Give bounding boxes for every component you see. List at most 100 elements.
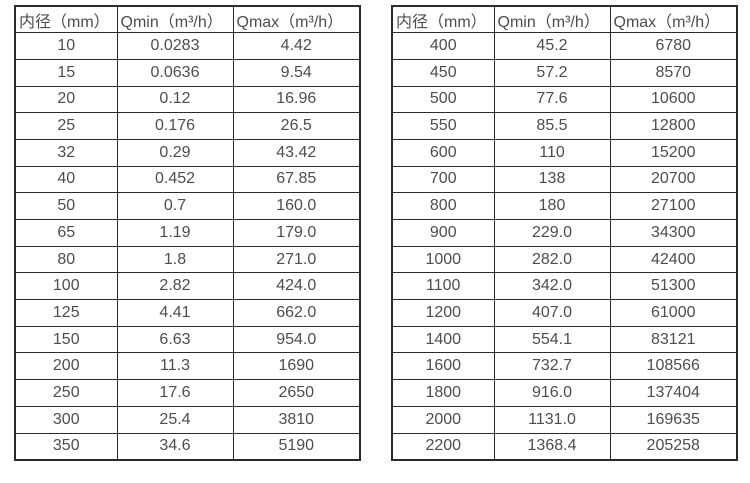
table-cell: 800 — [391, 192, 495, 220]
table-cell: 250 — [14, 379, 118, 407]
table-row: 350 34.6 5190 — [14, 432, 361, 461]
table-cell: 1.19 — [116, 219, 234, 247]
table-cell: 169635 — [609, 405, 738, 434]
table-cell: 65 — [14, 219, 118, 247]
table-cell: 8570 — [609, 58, 738, 87]
table-cell: 57.2 — [493, 58, 611, 87]
table-cell: 2000 — [391, 405, 495, 434]
table-cell: 110 — [493, 138, 611, 167]
table-row: 15 0.0636 9.54 — [14, 58, 361, 87]
table-cell: 1.8 — [116, 245, 234, 274]
table-cell: 6780 — [609, 32, 738, 60]
table-row: 800 180 27100 — [391, 192, 738, 220]
table-cell: 0.176 — [116, 112, 234, 140]
table-cell: 125 — [14, 299, 118, 327]
table-cell: 26.5 — [232, 112, 361, 140]
table-row: 400 45.2 6780 — [391, 32, 738, 60]
table-cell: 32 — [14, 138, 118, 167]
table-cell: 50 — [14, 192, 118, 220]
table-cell: 229.0 — [493, 219, 611, 247]
table-cell: 34300 — [609, 219, 738, 247]
table-cell: 271.0 — [232, 245, 361, 274]
header-qmax: Qmax（m³/h） — [609, 5, 738, 34]
flow-rate-table-left: 内径（mm） Qmin（m³/h） Qmax（m³/h） 10 0.0283 4.4… — [14, 5, 361, 461]
header-qmin: Qmin（m³/h） — [116, 5, 234, 34]
table-cell: 554.1 — [493, 325, 611, 354]
table-cell: 20 — [14, 85, 118, 114]
table-cell: 700 — [391, 165, 495, 194]
table-cell: 17.6 — [116, 379, 234, 407]
table-cell: 160.0 — [232, 192, 361, 220]
table-cell: 42400 — [609, 245, 738, 274]
table-cell: 27100 — [609, 192, 738, 220]
table-cell: 1100 — [391, 272, 495, 301]
table-cell: 662.0 — [232, 299, 361, 327]
table-row: 1100 342.0 51300 — [391, 272, 738, 301]
flow-rate-table-right: 内径（mm） Qmin（m³/h） Qmax（m³/h） 400 45.2 6780… — [391, 5, 738, 461]
table-row: 1000 282.0 42400 — [391, 245, 738, 274]
table-header-row: 内径（mm） Qmin（m³/h） Qmax（m³/h） — [14, 5, 361, 34]
table-row: 1400 554.1 83121 — [391, 325, 738, 354]
table-cell: 20700 — [609, 165, 738, 194]
table-cell: 100 — [14, 272, 118, 301]
table-row: 600 110 15200 — [391, 138, 738, 167]
table-cell: 34.6 — [116, 432, 234, 461]
table-cell: 3810 — [232, 405, 361, 434]
header-inner-diameter: 内径（mm） — [14, 5, 118, 34]
table-cell: 83121 — [609, 325, 738, 354]
table-cell: 400 — [391, 32, 495, 60]
table-cell: 954.0 — [232, 325, 361, 354]
table-row: 20 0.12 16.96 — [14, 85, 361, 114]
table-row: 300 25.4 3810 — [14, 405, 361, 434]
header-qmax: Qmax（m³/h） — [232, 5, 361, 34]
table-row: 1200 407.0 61000 — [391, 299, 738, 327]
table-row: 25 0.176 26.5 — [14, 112, 361, 140]
table-header-row: 内径（mm） Qmin（m³/h） Qmax（m³/h） — [391, 5, 738, 34]
header-inner-diameter: 内径（mm） — [391, 5, 495, 34]
table-cell: 2200 — [391, 432, 495, 461]
table-cell: 9.54 — [232, 58, 361, 87]
table-row: 550 85.5 12800 — [391, 112, 738, 140]
table-cell: 200 — [14, 352, 118, 381]
table-row: 450 57.2 8570 — [391, 58, 738, 87]
table-cell: 61000 — [609, 299, 738, 327]
table-body: 400 45.2 6780 450 57.2 8570 500 77.6 10600 550 85.… — [391, 32, 738, 461]
table-cell: 0.0283 — [116, 32, 234, 60]
table-cell: 77.6 — [493, 85, 611, 114]
table-cell: 550 — [391, 112, 495, 140]
table-cell: 0.7 — [116, 192, 234, 220]
table-cell: 350 — [14, 432, 118, 461]
table-row: 100 2.82 424.0 — [14, 272, 361, 301]
table-row: 700 138 20700 — [391, 165, 738, 194]
table-cell: 1200 — [391, 299, 495, 327]
table-row: 1600 732.7 108566 — [391, 352, 738, 381]
table-cell: 342.0 — [493, 272, 611, 301]
table-cell: 2650 — [232, 379, 361, 407]
table-cell: 916.0 — [493, 379, 611, 407]
table-body: 10 0.0283 4.42 15 0.0636 9.54 20 0.12 16.96 25 0.1… — [14, 32, 361, 461]
table-cell: 180 — [493, 192, 611, 220]
table-cell: 150 — [14, 325, 118, 354]
table-cell: 1800 — [391, 379, 495, 407]
table-cell: 108566 — [609, 352, 738, 381]
table-cell: 15 — [14, 58, 118, 87]
table-cell: 1368.4 — [493, 432, 611, 461]
table-cell: 1600 — [391, 352, 495, 381]
table-cell: 732.7 — [493, 352, 611, 381]
table-cell: 40 — [14, 165, 118, 194]
table-cell: 5190 — [232, 432, 361, 461]
table-cell: 450 — [391, 58, 495, 87]
table-cell: 51300 — [609, 272, 738, 301]
table-row: 2200 1368.4 205258 — [391, 432, 738, 461]
table-cell: 25 — [14, 112, 118, 140]
table-row: 500 77.6 10600 — [391, 85, 738, 114]
table-cell: 25.4 — [116, 405, 234, 434]
table-cell: 80 — [14, 245, 118, 274]
table-cell: 205258 — [609, 432, 738, 461]
table-row: 65 1.19 179.0 — [14, 219, 361, 247]
table-cell: 4.41 — [116, 299, 234, 327]
table-cell: 10 — [14, 32, 118, 60]
table-cell: 16.96 — [232, 85, 361, 114]
table-cell: 600 — [391, 138, 495, 167]
table-cell: 15200 — [609, 138, 738, 167]
